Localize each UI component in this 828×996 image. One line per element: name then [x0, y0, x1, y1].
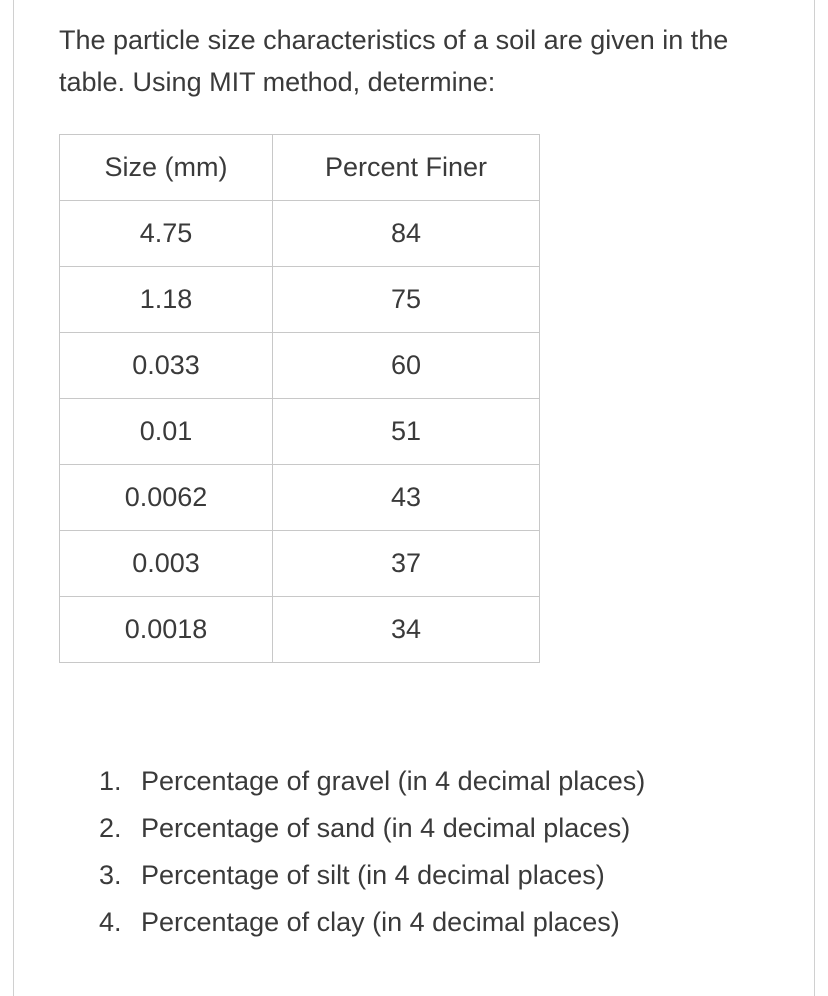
cell-size: 0.003: [60, 530, 273, 596]
intro-paragraph: The particle size characteristics of a s…: [59, 20, 769, 104]
question-list: 1. Percentage of gravel (in 4 decimal pl…: [59, 758, 769, 947]
page-container: The particle size characteristics of a s…: [13, 0, 815, 996]
cell-size: 4.75: [60, 200, 273, 266]
question-item: 1. Percentage of gravel (in 4 decimal pl…: [99, 758, 769, 805]
cell-finer: 51: [273, 398, 540, 464]
question-number: 4.: [99, 899, 122, 946]
cell-size: 0.033: [60, 332, 273, 398]
question-item: 4. Percentage of clay (in 4 decimal plac…: [99, 899, 769, 946]
cell-size: 0.0062: [60, 464, 273, 530]
cell-finer: 60: [273, 332, 540, 398]
cell-finer: 34: [273, 596, 540, 662]
table-row: 0.0062 43: [60, 464, 540, 530]
question-item: 2. Percentage of sand (in 4 decimal plac…: [99, 805, 769, 852]
particle-size-table: Size (mm) Percent Finer 4.75 84 1.18 75 …: [59, 134, 540, 663]
question-item: 3. Percentage of silt (in 4 decimal plac…: [99, 852, 769, 899]
header-size: Size (mm): [60, 134, 273, 200]
cell-size: 0.0018: [60, 596, 273, 662]
table-row: 0.01 51: [60, 398, 540, 464]
table-header-row: Size (mm) Percent Finer: [60, 134, 540, 200]
table-row: 0.0018 34: [60, 596, 540, 662]
cell-size: 1.18: [60, 266, 273, 332]
table-row: 0.003 37: [60, 530, 540, 596]
header-percent-finer: Percent Finer: [273, 134, 540, 200]
cell-finer: 43: [273, 464, 540, 530]
table-row: 0.033 60: [60, 332, 540, 398]
table-row: 4.75 84: [60, 200, 540, 266]
cell-finer: 75: [273, 266, 540, 332]
question-text: Percentage of sand (in 4 decimal places): [141, 813, 630, 843]
cell-finer: 37: [273, 530, 540, 596]
question-text: Percentage of clay (in 4 decimal places): [141, 907, 620, 937]
cell-finer: 84: [273, 200, 540, 266]
question-number: 3.: [99, 852, 122, 899]
question-text: Percentage of silt (in 4 decimal places): [141, 860, 605, 890]
table-row: 1.18 75: [60, 266, 540, 332]
question-text: Percentage of gravel (in 4 decimal place…: [141, 766, 645, 796]
cell-size: 0.01: [60, 398, 273, 464]
question-number: 1.: [99, 758, 122, 805]
question-number: 2.: [99, 805, 122, 852]
